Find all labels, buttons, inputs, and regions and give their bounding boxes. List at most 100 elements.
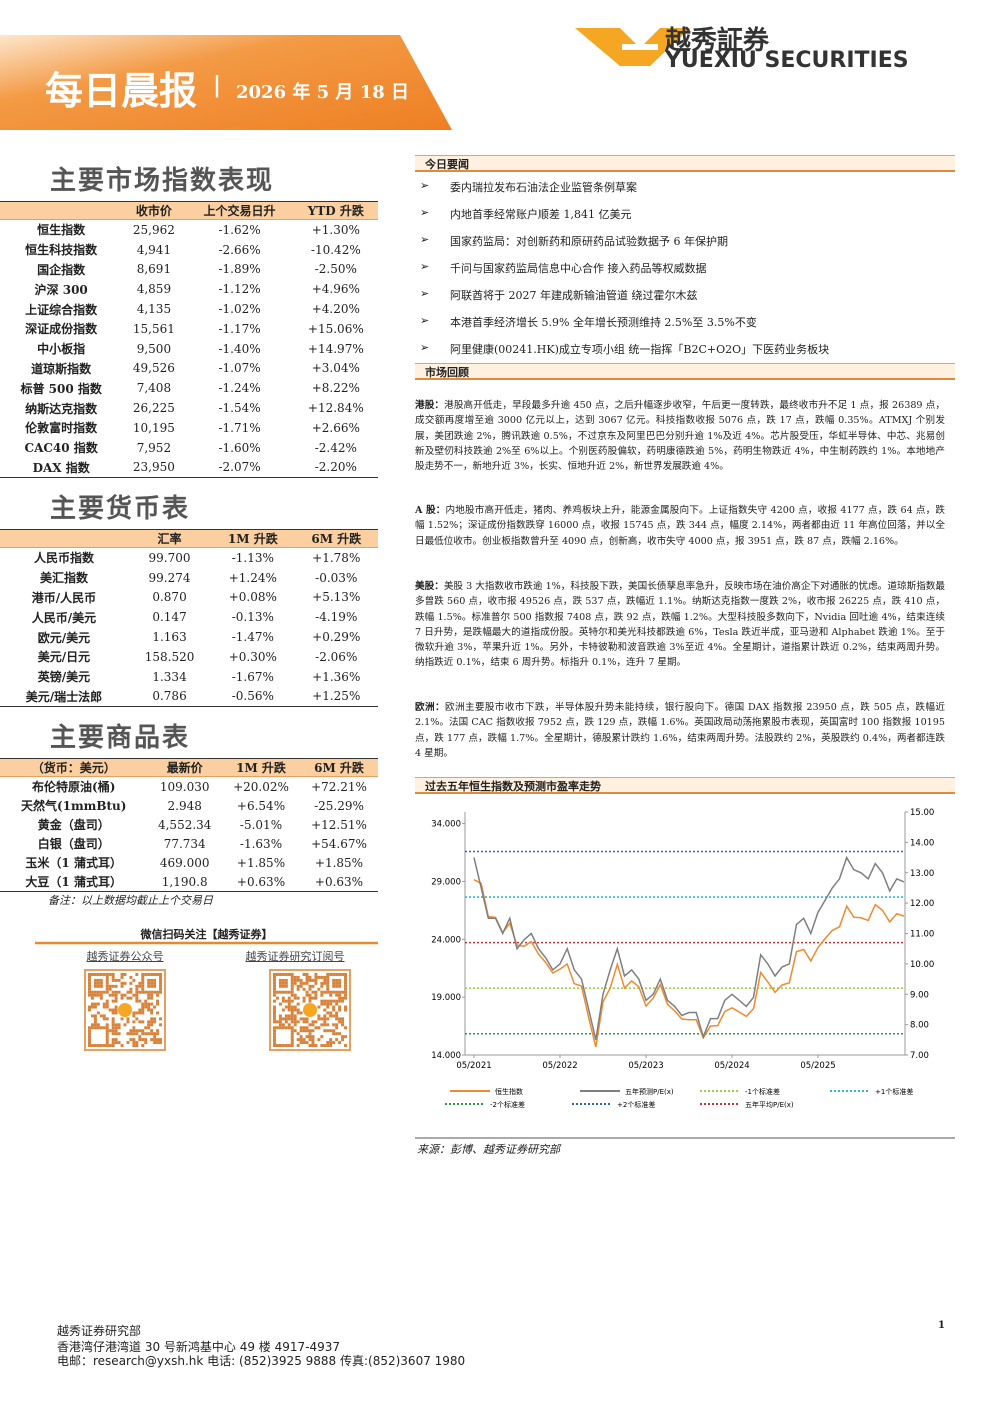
qr-cell [314, 1020, 318, 1024]
qr-cell [159, 981, 162, 985]
qr-cell [326, 973, 330, 976]
cell: +6.54% [236, 798, 286, 813]
news-item: 本港首季经济增长 5.9% 全年增长预测维持 2.5%至 3.5%不变 [450, 316, 757, 329]
qr-cell [299, 984, 303, 988]
qr-cell [273, 987, 276, 991]
y2-tick-label: 13.00 [910, 869, 934, 879]
paragraph: A 股：内地股市高开低走，猪肉、养鸡板块上升，能源金属股向下。上证指数失守 42… [415, 503, 945, 549]
qr-cell [120, 1044, 124, 1047]
qr-cell [273, 1038, 276, 1042]
qr-cell [159, 975, 162, 979]
qr-cell [323, 981, 327, 985]
qr-cell [273, 973, 276, 976]
logo-mark [622, 44, 658, 50]
y2-tick-label: 10.00 [910, 960, 934, 970]
qr-cell [141, 975, 145, 979]
qr-cell [344, 981, 347, 985]
qr-cell [153, 978, 157, 982]
qr-cell [273, 1035, 276, 1039]
legend-label: 五年平均P/E(x) [745, 1100, 794, 1109]
qr-cell [338, 973, 342, 976]
qr-cell [111, 1011, 115, 1015]
qr-cell [290, 1044, 294, 1047]
qr-cell [114, 1026, 118, 1030]
section-bar: 市场回顾 [415, 363, 955, 380]
cell: +1.30% [311, 222, 360, 237]
cell: 玉米（1 蒲式耳） [25, 856, 122, 870]
qr-cell [96, 993, 100, 997]
qr-cell [341, 1020, 345, 1024]
cell: +4.96% [311, 282, 360, 297]
series-line [473, 879, 905, 1048]
qr-cell [278, 973, 282, 976]
qr-cell [314, 973, 318, 976]
qr-cell [323, 1044, 327, 1047]
bullet: ➢ [420, 260, 430, 273]
row: 美汇指数 99.274 +1.24% -0.03% [0, 568, 378, 588]
qr-cell [123, 981, 127, 985]
qr-cell [284, 990, 288, 994]
qr-cell [320, 993, 324, 997]
qr-cell [302, 987, 306, 991]
qr-cell [273, 1014, 276, 1018]
qr-cell [156, 999, 160, 1003]
qr-cell [296, 978, 300, 982]
cell: -1.47% [231, 630, 274, 645]
qr-cell [141, 1011, 145, 1015]
qr-cell [299, 1011, 303, 1015]
qr-cell [99, 978, 103, 982]
qr-cell [296, 984, 300, 988]
legend-label: 五年预测P/E(x) [625, 1087, 674, 1096]
qr-cell [117, 1023, 121, 1027]
qr-cell [153, 984, 157, 988]
header-cell [0, 529, 128, 548]
qr-cell [296, 1008, 300, 1012]
qr-cell [88, 1032, 91, 1036]
qr-cell [332, 1029, 336, 1033]
cell: +15.06% [307, 321, 364, 336]
qr-cell [305, 990, 309, 994]
qr-cell [156, 973, 160, 976]
qr-cell [156, 1038, 160, 1042]
qr-cell [290, 1005, 294, 1009]
qr-cell [102, 1017, 106, 1021]
qr-cell [147, 973, 151, 976]
qr-cell [293, 978, 297, 982]
qr-cell [287, 1017, 291, 1021]
qr-cell [308, 1029, 312, 1033]
qr-cell [320, 999, 324, 1003]
qr-cell [344, 973, 347, 976]
qr-cell [108, 1029, 112, 1033]
qr-cell [96, 1023, 100, 1027]
qr-cell [102, 1026, 106, 1030]
qr-cell [156, 1041, 160, 1045]
qr-cell [296, 1011, 300, 1015]
qr-cell [153, 990, 157, 994]
qr-cell [150, 996, 154, 1000]
qr-cell [147, 990, 151, 994]
header-cell: 收市价 [122, 201, 186, 220]
qr-cell [338, 981, 342, 985]
qr-cell [150, 1029, 154, 1033]
qr-cell [105, 1029, 109, 1033]
qr-cell [305, 973, 309, 976]
qr-cell [338, 999, 342, 1003]
qr-cell [311, 978, 315, 982]
qr-cell [144, 1026, 148, 1030]
qr-cell [326, 975, 330, 979]
qr-cell [275, 1020, 279, 1024]
cell: +8.22% [311, 381, 360, 396]
qr-cell [296, 996, 300, 1000]
qr-cell [329, 990, 333, 994]
qr-cell [314, 981, 318, 985]
qr-cell [275, 1026, 279, 1030]
qr-cell [147, 993, 151, 997]
y-tick-label: 29.000 [431, 877, 461, 887]
qr-logo [303, 1003, 317, 1017]
cell: 9,500 [136, 341, 172, 356]
qr-cell [290, 1029, 294, 1033]
qr-cell [281, 984, 285, 988]
qr-cell [141, 987, 145, 991]
qr-cell [138, 1011, 142, 1015]
section-title: 主要货币表 [50, 494, 191, 524]
